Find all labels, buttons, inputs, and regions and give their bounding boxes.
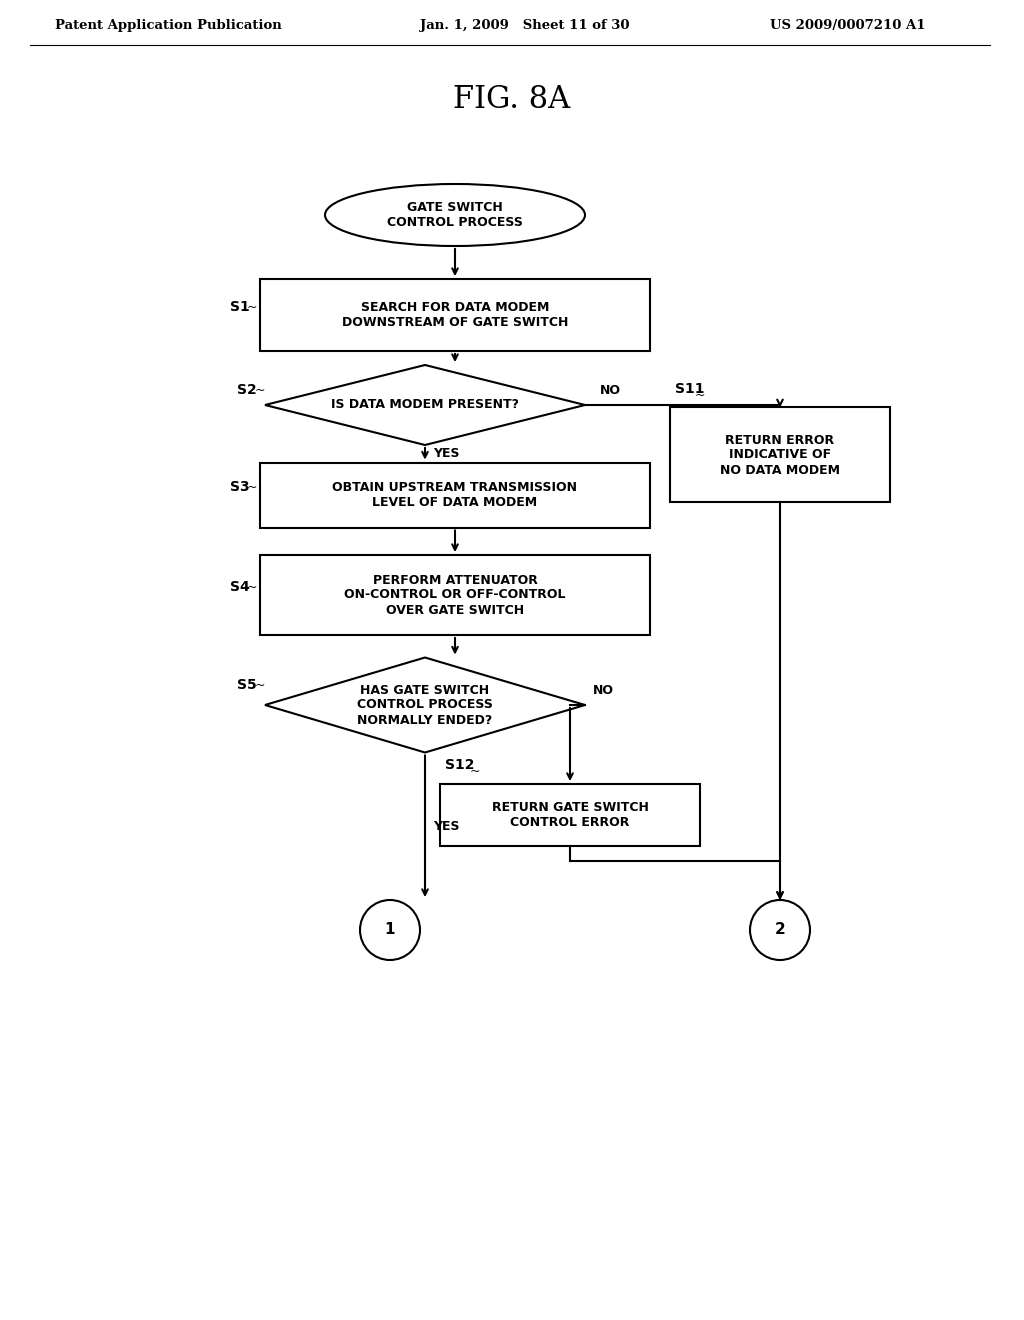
Circle shape <box>360 900 420 960</box>
Text: NO: NO <box>600 384 621 397</box>
Text: RETURN GATE SWITCH
CONTROL ERROR: RETURN GATE SWITCH CONTROL ERROR <box>492 801 648 829</box>
Text: ~: ~ <box>695 388 706 401</box>
Text: PERFORM ATTENUATOR
ON-CONTROL OR OFF-CONTROL
OVER GATE SWITCH: PERFORM ATTENUATOR ON-CONTROL OR OFF-CON… <box>344 573 565 616</box>
Text: NO: NO <box>593 684 614 697</box>
Text: YES: YES <box>433 447 460 461</box>
Circle shape <box>750 900 810 960</box>
Bar <box>440 784 700 846</box>
Text: SEARCH FOR DATA MODEM
DOWNSTREAM OF GATE SWITCH: SEARCH FOR DATA MODEM DOWNSTREAM OF GATE… <box>342 301 568 329</box>
Bar <box>260 279 650 351</box>
Text: S12: S12 <box>445 758 474 772</box>
Bar <box>260 462 650 528</box>
Bar <box>670 408 890 503</box>
Text: ~: ~ <box>470 766 480 777</box>
Text: GATE SWITCH
CONTROL PROCESS: GATE SWITCH CONTROL PROCESS <box>387 201 523 228</box>
Bar <box>260 554 650 635</box>
Text: ~: ~ <box>247 480 257 494</box>
Text: S3: S3 <box>230 480 250 494</box>
Text: Patent Application Publication: Patent Application Publication <box>55 18 282 32</box>
Text: S1: S1 <box>230 300 250 314</box>
Text: S2: S2 <box>238 383 257 397</box>
Text: ~: ~ <box>247 581 257 594</box>
Text: OBTAIN UPSTREAM TRANSMISSION
LEVEL OF DATA MODEM: OBTAIN UPSTREAM TRANSMISSION LEVEL OF DA… <box>333 480 578 510</box>
Text: HAS GATE SWITCH
CONTROL PROCESS
NORMALLY ENDED?: HAS GATE SWITCH CONTROL PROCESS NORMALLY… <box>357 684 493 726</box>
Polygon shape <box>265 657 585 752</box>
Text: S4: S4 <box>230 579 250 594</box>
Text: Jan. 1, 2009   Sheet 11 of 30: Jan. 1, 2009 Sheet 11 of 30 <box>420 18 630 32</box>
Text: ~: ~ <box>255 678 265 692</box>
Text: 1: 1 <box>385 923 395 937</box>
Polygon shape <box>265 366 585 445</box>
Text: US 2009/0007210 A1: US 2009/0007210 A1 <box>770 18 926 32</box>
Text: S11: S11 <box>675 381 705 396</box>
Text: 2: 2 <box>774 923 785 937</box>
Text: ~: ~ <box>255 384 265 396</box>
Text: ~: ~ <box>247 301 257 313</box>
Text: RETURN ERROR
INDICATIVE OF
NO DATA MODEM: RETURN ERROR INDICATIVE OF NO DATA MODEM <box>720 433 840 477</box>
Text: FIG. 8A: FIG. 8A <box>454 84 570 116</box>
Text: IS DATA MODEM PRESENT?: IS DATA MODEM PRESENT? <box>331 399 519 412</box>
Text: S5: S5 <box>238 678 257 692</box>
Text: YES: YES <box>433 820 460 833</box>
